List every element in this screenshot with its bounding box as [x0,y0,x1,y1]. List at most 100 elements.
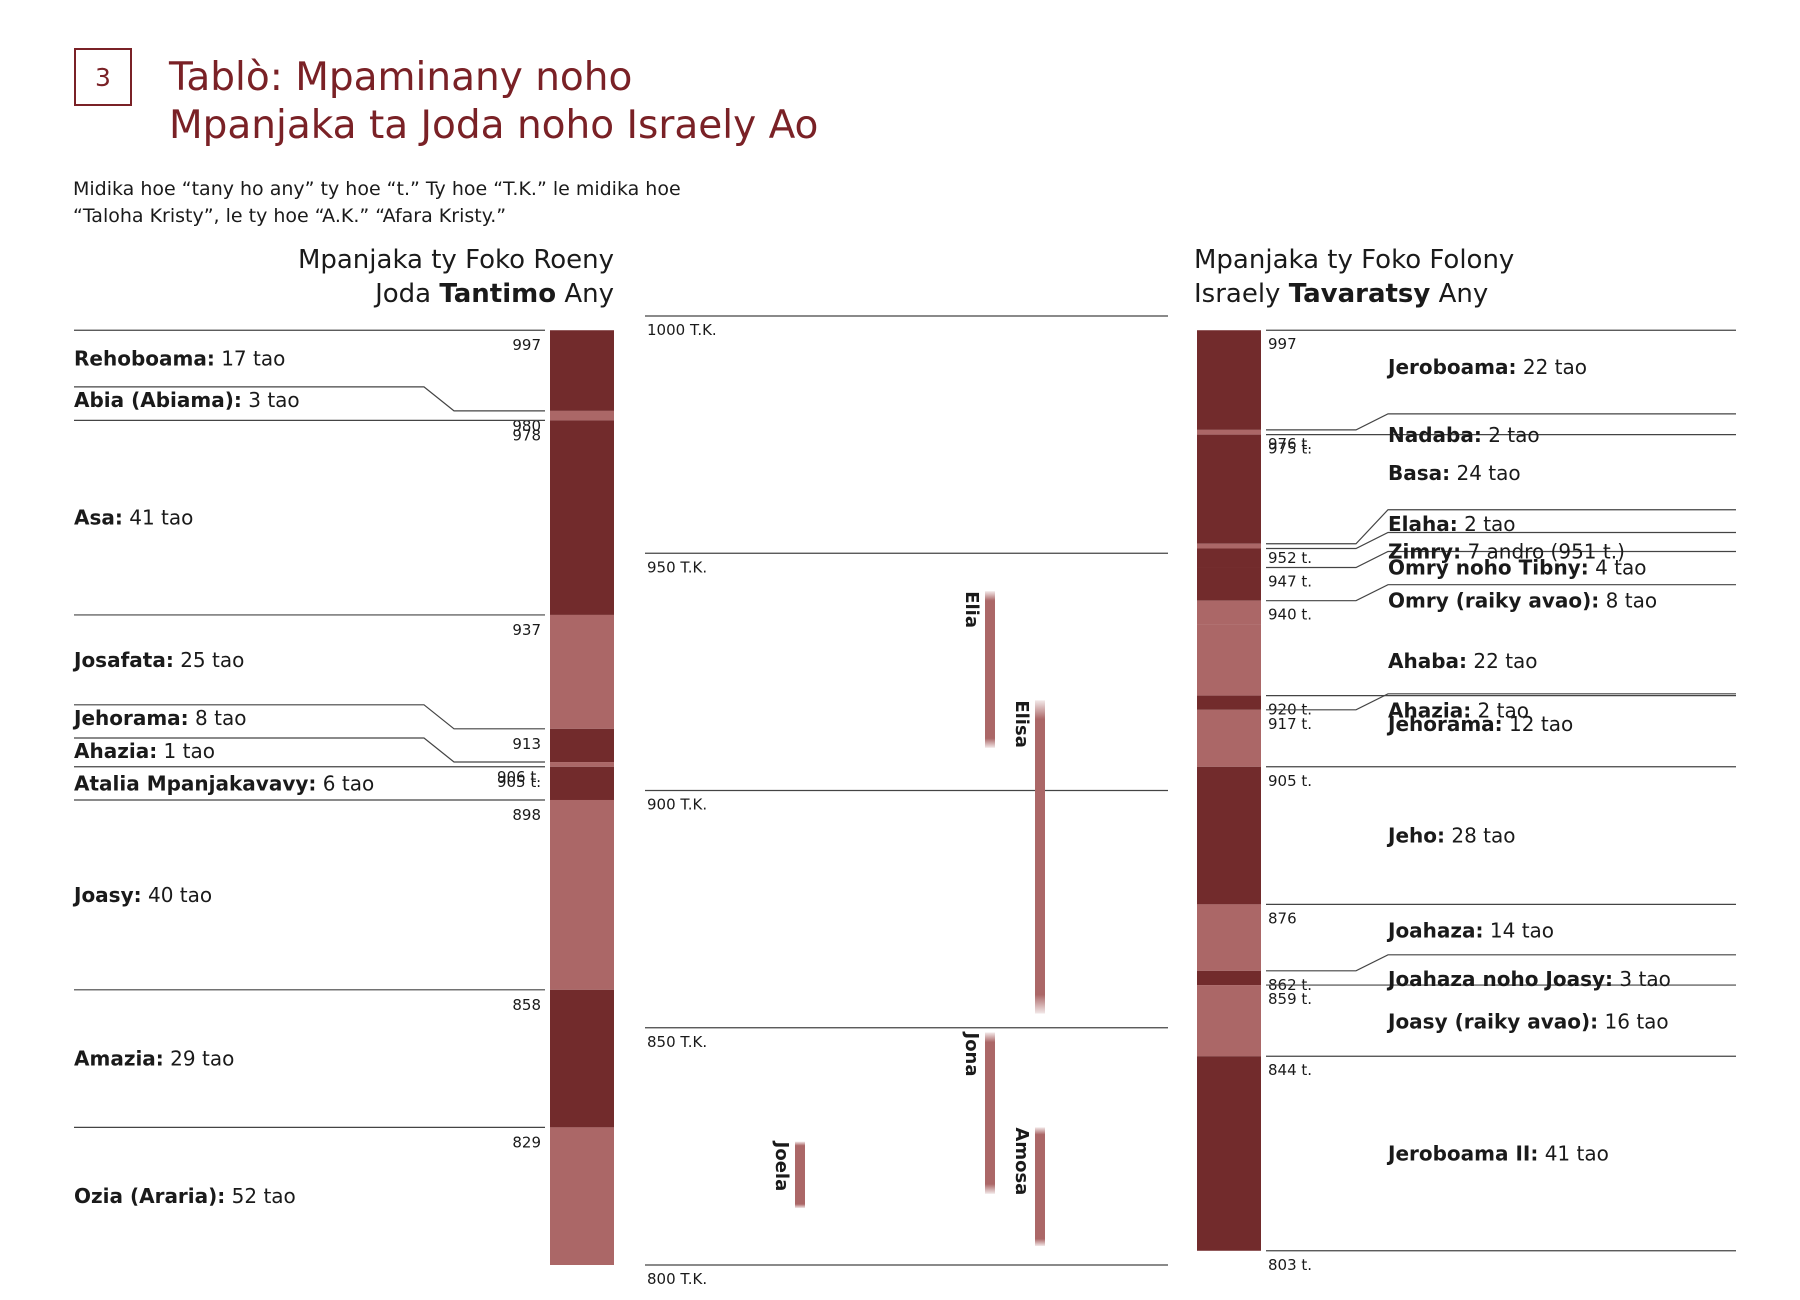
judah-year-label: 913 [512,735,541,753]
israel-reign-bar [1197,695,1261,710]
judah-rule [74,737,545,763]
title-line-2: Mpanjaka ta Joda noho Israely Ao [169,103,819,148]
israel-rule [1266,954,1736,972]
judah-king-label: Joasy: 40 tao [72,883,212,907]
israel-rule [1266,413,1736,431]
judah-year-label: 980 [512,417,541,435]
israel-header: Mpanjaka ty Foko Folony Israely Tavarats… [1194,243,1514,311]
israel-king-label: Jehorama: 12 tao [1386,712,1573,736]
judah-year-label: 937 [512,621,541,639]
intro-line-1: Midika hoe “tany ho any” ty hoe “t.” Ty … [73,178,681,200]
judah-reign-bar [550,420,614,615]
israel-rule [1266,531,1736,550]
timeline-tick-label: 950 T.K. [647,558,707,576]
prophet-label: Amosa [1011,1127,1032,1195]
israel-rule [1266,584,1736,602]
judah-header-line-1: Mpanjaka ty Foko Roeny [297,245,614,275]
israel-king-label: Elaha: 2 tao [1388,512,1516,536]
israel-reign-bar [1197,970,1261,986]
prophet-label: Elia [961,591,982,628]
judah-king-label: Ozia (Araria): 52 tao [74,1184,296,1208]
judah-rule [74,704,545,730]
judah-king-label: Atalia Mpanjakavavy: 6 tao [74,771,374,795]
judah-king-label: Asa: 41 tao [74,506,193,530]
israel-reign-bar [1197,330,1261,430]
judah-king-label: Amazia: 29 tao [74,1047,234,1071]
israel-king-label: Omry (raiky avao): 8 tao [1388,589,1657,613]
judah-rule [74,386,545,412]
judah-king-label: Abia (Abiama): 3 tao [74,388,300,412]
judah-year-label: 978 [512,426,541,444]
israel-reign-bar [1197,985,1261,1057]
israel-year-label: 975 t. [1268,440,1312,458]
judah-reign-bar [550,762,614,767]
figure-number: 3 [74,48,132,106]
israel-year-label: 997 [1268,335,1297,353]
israel-year-label: 952 t. [1268,549,1312,567]
israel-rule [1266,550,1736,569]
prophet-label: Jona [961,1030,982,1076]
israel-rule [1266,693,1736,711]
prophet-bar [985,1032,995,1194]
judah-year-label: 829 [512,1133,541,1151]
intro-text: Midika hoe “tany ho any” ty hoe “t.” Ty … [73,176,681,230]
israel-reign-bar [1197,709,1261,767]
intro-line-2: “Taloha Kristy”, le ty hoe “A.K.” “Afara… [73,205,507,227]
judah-reign-bar [550,614,614,729]
judah-year-label: 905 t. [497,773,541,791]
judah-reign-bar [550,1127,614,1265]
israel-reign-bar [1197,429,1261,435]
prophet-bar [1035,700,1045,1014]
israel-reign-bar [1197,1056,1261,1251]
israel-king-label: Jeroboama II: 41 tao [1386,1141,1609,1165]
israel-king-label: Joahaza: 14 tao [1386,919,1554,943]
judah-king-label: Jehorama: 8 tao [72,706,246,730]
israel-year-label: 803 t. [1268,1256,1312,1274]
israel-reign-bar [1197,548,1261,568]
prophet-label: Joela [771,1140,792,1192]
israel-reign-bar [1197,543,1261,549]
judah-reign-bar [550,330,614,411]
israel-reign-bar [1197,600,1261,625]
prophet-label: Elisa [1011,700,1032,748]
timeline-tick-label: 900 T.K. [647,796,707,814]
israel-king-label: Jeroboama: 22 tao [1386,355,1587,379]
judah-king-label: Rehoboama: 17 tao [74,347,285,371]
israel-year-label: 859 t. [1268,990,1312,1008]
judah-king-label: Ahazia: 1 tao [74,739,215,763]
israel-year-label: 905 t. [1268,772,1312,790]
title-line-1: Tablò: Mpaminany noho [169,55,633,100]
israel-king-label: Joasy (raiky avao): 16 tao [1386,1010,1669,1034]
israel-header-line-1: Mpanjaka ty Foko Folony [1194,245,1515,275]
judah-year-label: 898 [512,806,541,824]
judah-year-label: 858 [512,996,541,1014]
judah-king-label: Josafata: 25 tao [72,648,244,672]
prophet-bar [985,591,995,748]
israel-king-label: Omry noho Tibny: 4 tao [1388,555,1647,579]
israel-year-label: 940 t. [1268,606,1312,624]
judah-reign-bar [550,989,614,1128]
israel-reign-bar [1197,434,1261,544]
israel-reign-bar [1197,766,1261,905]
israel-rule [1266,509,1736,545]
judah-reign-bar [550,410,614,421]
israel-year-label: 976 t. [1268,435,1312,453]
judah-header-line-2: Joda Tantimo Any [375,279,614,309]
israel-king-label: Joahaza noho Joasy: 3 tao [1386,967,1671,991]
israel-year-label: 947 t. [1268,572,1312,590]
israel-year-label: 917 t. [1268,715,1312,733]
israel-king-label: Jeho: 28 tao [1386,824,1515,848]
judah-reign-bar [550,799,614,990]
israel-reign-bar [1197,904,1261,971]
israel-year-label: 876 [1268,909,1297,927]
israel-header-line-2: Israely Tavaratsy Any [1194,279,1489,309]
israel-king-label: Ahazia: 2 tao [1388,699,1529,723]
israel-king-label: Basa: 24 tao [1388,461,1521,485]
timeline-tick-label: 800 T.K. [647,1270,707,1288]
judah-header: Mpanjaka ty Foko Roeny Joda Tantimo Any [298,243,614,311]
prophet-bar [1035,1127,1045,1247]
prophet-bar [795,1141,805,1209]
israel-king-label: Nadaba: 2 tao [1388,423,1540,447]
